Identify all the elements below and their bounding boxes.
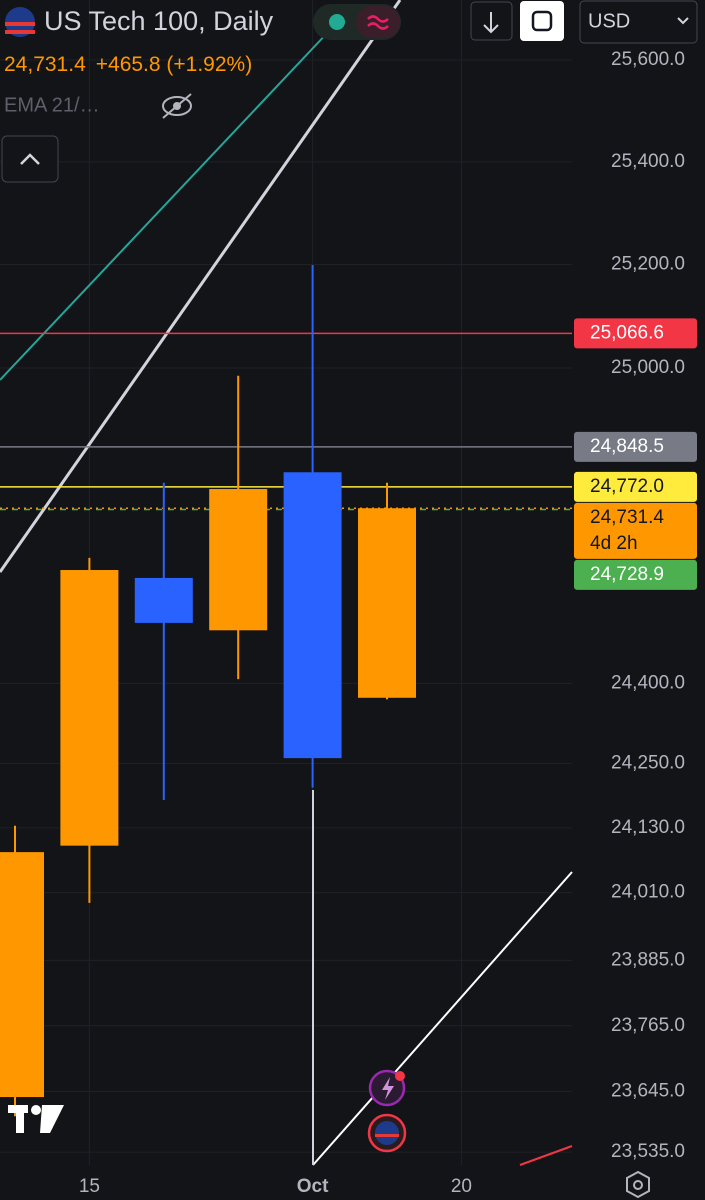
candle-body [134, 577, 193, 623]
price-line: 24,731.4 +465.8 (+1.92%) [4, 53, 252, 76]
y-tick-label: 24,250.0 [611, 752, 685, 773]
flag-stripe [5, 22, 35, 26]
y-tick-label: 23,885.0 [611, 949, 685, 970]
flag-stripe [375, 1134, 399, 1137]
tradingview-logo [8, 1105, 64, 1133]
symbol-title[interactable]: US Tech 100, Daily [44, 6, 274, 36]
price-tag-label: 25,066.6 [590, 322, 664, 343]
last-price: 24,731.4 [4, 53, 86, 76]
badge [395, 1071, 405, 1081]
countdown-label: 4d 2h [590, 533, 638, 554]
price-tag [574, 318, 697, 349]
trend-line [519, 1145, 573, 1166]
collapse-button[interactable] [1, 135, 59, 183]
x-tick-label: Oct [297, 1176, 329, 1197]
settings-dot [633, 1180, 643, 1190]
x-tick-label: 15 [79, 1176, 100, 1197]
indicator-label[interactable]: EMA 21/… [4, 94, 100, 116]
settings-icon[interactable] [626, 1170, 650, 1199]
price-tag-label: 24,772.0 [590, 476, 664, 497]
price-tag-label: 24,731.4 [590, 507, 664, 528]
down-icon [483, 12, 499, 34]
y-tick-label: 23,645.0 [611, 1081, 685, 1102]
currency-button[interactable] [579, 0, 698, 44]
chevron-icon [677, 17, 689, 25]
flag-stripe [5, 30, 35, 34]
status-pill [356, 6, 400, 38]
candle-body [209, 489, 268, 631]
price-tag [574, 559, 697, 590]
y-tick-label: 25,200.0 [611, 254, 685, 275]
y-tick-label: 25,600.0 [611, 49, 685, 70]
y-tick-label: 25,000.0 [611, 357, 685, 378]
y-tick-label: 24,400.0 [611, 672, 685, 693]
candle-body [60, 570, 119, 846]
candle-body [358, 508, 416, 698]
y-tick-label: 23,765.0 [611, 1015, 685, 1036]
ema-line [0, 29, 331, 381]
price-tag [574, 431, 697, 462]
candle-body [283, 472, 342, 759]
trend-line [0, 0, 402, 573]
price-tag-label: 24,848.5 [590, 436, 664, 457]
status-dot [329, 14, 345, 30]
hide-icon[interactable] [162, 93, 192, 119]
currency-label: USD [588, 10, 630, 32]
chevron-icon [20, 153, 40, 165]
y-tick-label: 24,130.0 [611, 817, 685, 838]
frame-icon [531, 10, 553, 32]
button[interactable] [520, 1, 564, 41]
price-tag [574, 471, 697, 502]
candle-body [0, 852, 44, 1098]
y-tick-label: 25,400.0 [611, 151, 685, 172]
x-tick-label: 20 [451, 1176, 472, 1197]
price-tag-label: 24,728.9 [590, 564, 664, 585]
status-icon [367, 15, 389, 30]
y-tick-label: 23,535.0 [611, 1141, 685, 1162]
price-tag [574, 502, 697, 559]
flag-icon [375, 1121, 399, 1145]
lightning [382, 1077, 394, 1100]
plot [0, 265, 572, 1117]
price-change: +465.8 (+1.92%) [96, 53, 252, 76]
trend-line [312, 871, 573, 1166]
y-tick-label: 24,010.0 [611, 882, 685, 903]
